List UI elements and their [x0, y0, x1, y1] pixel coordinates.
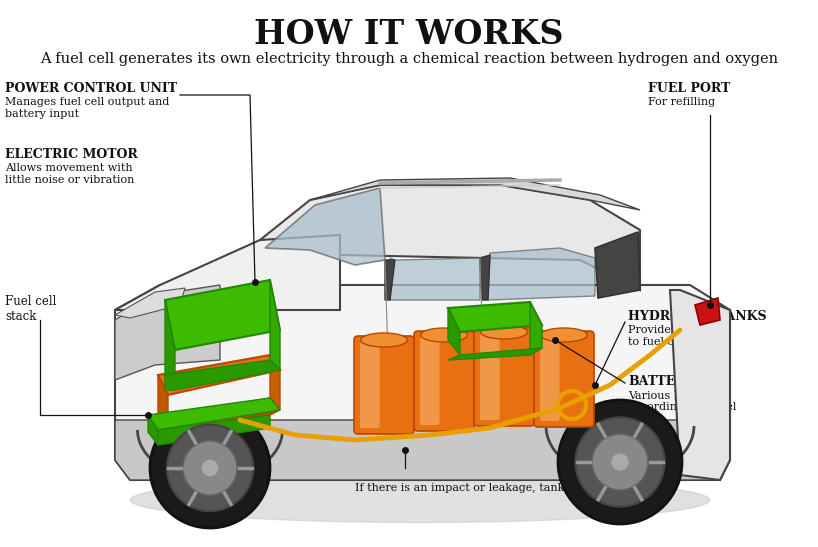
- Text: FUEL PORT: FUEL PORT: [648, 82, 730, 95]
- Polygon shape: [448, 308, 460, 355]
- Text: SAFEGUARDS: SAFEGUARDS: [355, 468, 454, 481]
- Text: Various kinds,
according to model: Various kinds, according to model: [628, 390, 736, 411]
- Circle shape: [575, 417, 665, 507]
- Circle shape: [611, 453, 629, 472]
- Polygon shape: [115, 285, 220, 380]
- Text: POWER CONTROL UNIT: POWER CONTROL UNIT: [5, 82, 177, 95]
- Circle shape: [183, 441, 237, 495]
- Text: BATTERY: BATTERY: [628, 375, 694, 388]
- Polygon shape: [595, 232, 640, 298]
- Polygon shape: [488, 248, 595, 300]
- Ellipse shape: [361, 333, 407, 347]
- FancyBboxPatch shape: [420, 337, 439, 425]
- Text: For refilling: For refilling: [648, 97, 715, 107]
- Text: ELECTRIC MOTOR: ELECTRIC MOTOR: [5, 148, 137, 161]
- Polygon shape: [695, 298, 720, 325]
- Polygon shape: [165, 280, 280, 350]
- Circle shape: [592, 434, 648, 490]
- Polygon shape: [310, 178, 640, 210]
- Polygon shape: [480, 255, 490, 300]
- Polygon shape: [165, 360, 280, 390]
- Polygon shape: [148, 415, 158, 445]
- Text: A fuel cell generates its own electricity through a chemical reaction between hy: A fuel cell generates its own electricit…: [40, 52, 778, 66]
- FancyBboxPatch shape: [360, 342, 380, 428]
- FancyBboxPatch shape: [540, 337, 560, 421]
- Polygon shape: [385, 260, 395, 300]
- Ellipse shape: [130, 478, 710, 522]
- Polygon shape: [448, 302, 542, 332]
- Polygon shape: [270, 355, 280, 410]
- Polygon shape: [158, 415, 270, 445]
- Ellipse shape: [481, 325, 528, 339]
- Circle shape: [558, 400, 682, 524]
- Polygon shape: [115, 285, 730, 480]
- Polygon shape: [115, 288, 185, 318]
- FancyBboxPatch shape: [474, 328, 534, 426]
- Circle shape: [150, 408, 270, 528]
- Polygon shape: [265, 188, 385, 265]
- Polygon shape: [448, 348, 542, 360]
- Polygon shape: [165, 300, 175, 390]
- Polygon shape: [270, 280, 280, 370]
- Circle shape: [201, 459, 219, 477]
- Text: Allows movement with
little noise or vibration: Allows movement with little noise or vib…: [5, 163, 134, 184]
- Polygon shape: [260, 185, 640, 290]
- Text: Manages fuel cell output and
battery input: Manages fuel cell output and battery inp…: [5, 97, 169, 119]
- Circle shape: [167, 425, 254, 511]
- Polygon shape: [390, 258, 480, 300]
- Polygon shape: [115, 420, 730, 480]
- Polygon shape: [158, 375, 168, 430]
- Ellipse shape: [420, 328, 467, 342]
- Polygon shape: [670, 290, 730, 480]
- Text: HOW IT WORKS: HOW IT WORKS: [254, 18, 564, 51]
- Polygon shape: [115, 230, 340, 310]
- FancyBboxPatch shape: [354, 336, 414, 434]
- Text: Provide hydrogen
to fuel cells: Provide hydrogen to fuel cells: [628, 325, 728, 347]
- Polygon shape: [158, 398, 280, 430]
- FancyBboxPatch shape: [480, 334, 500, 420]
- Text: HYDROGEN TANKS: HYDROGEN TANKS: [628, 310, 766, 323]
- Text: If there is an impact or leakage, tank valves get shut: If there is an impact or leakage, tank v…: [355, 483, 653, 493]
- Polygon shape: [158, 355, 280, 395]
- FancyBboxPatch shape: [534, 331, 594, 427]
- Text: Fuel cell
stack: Fuel cell stack: [5, 295, 56, 323]
- Polygon shape: [148, 398, 280, 430]
- Polygon shape: [530, 302, 542, 355]
- FancyBboxPatch shape: [414, 331, 474, 431]
- Ellipse shape: [541, 328, 587, 342]
